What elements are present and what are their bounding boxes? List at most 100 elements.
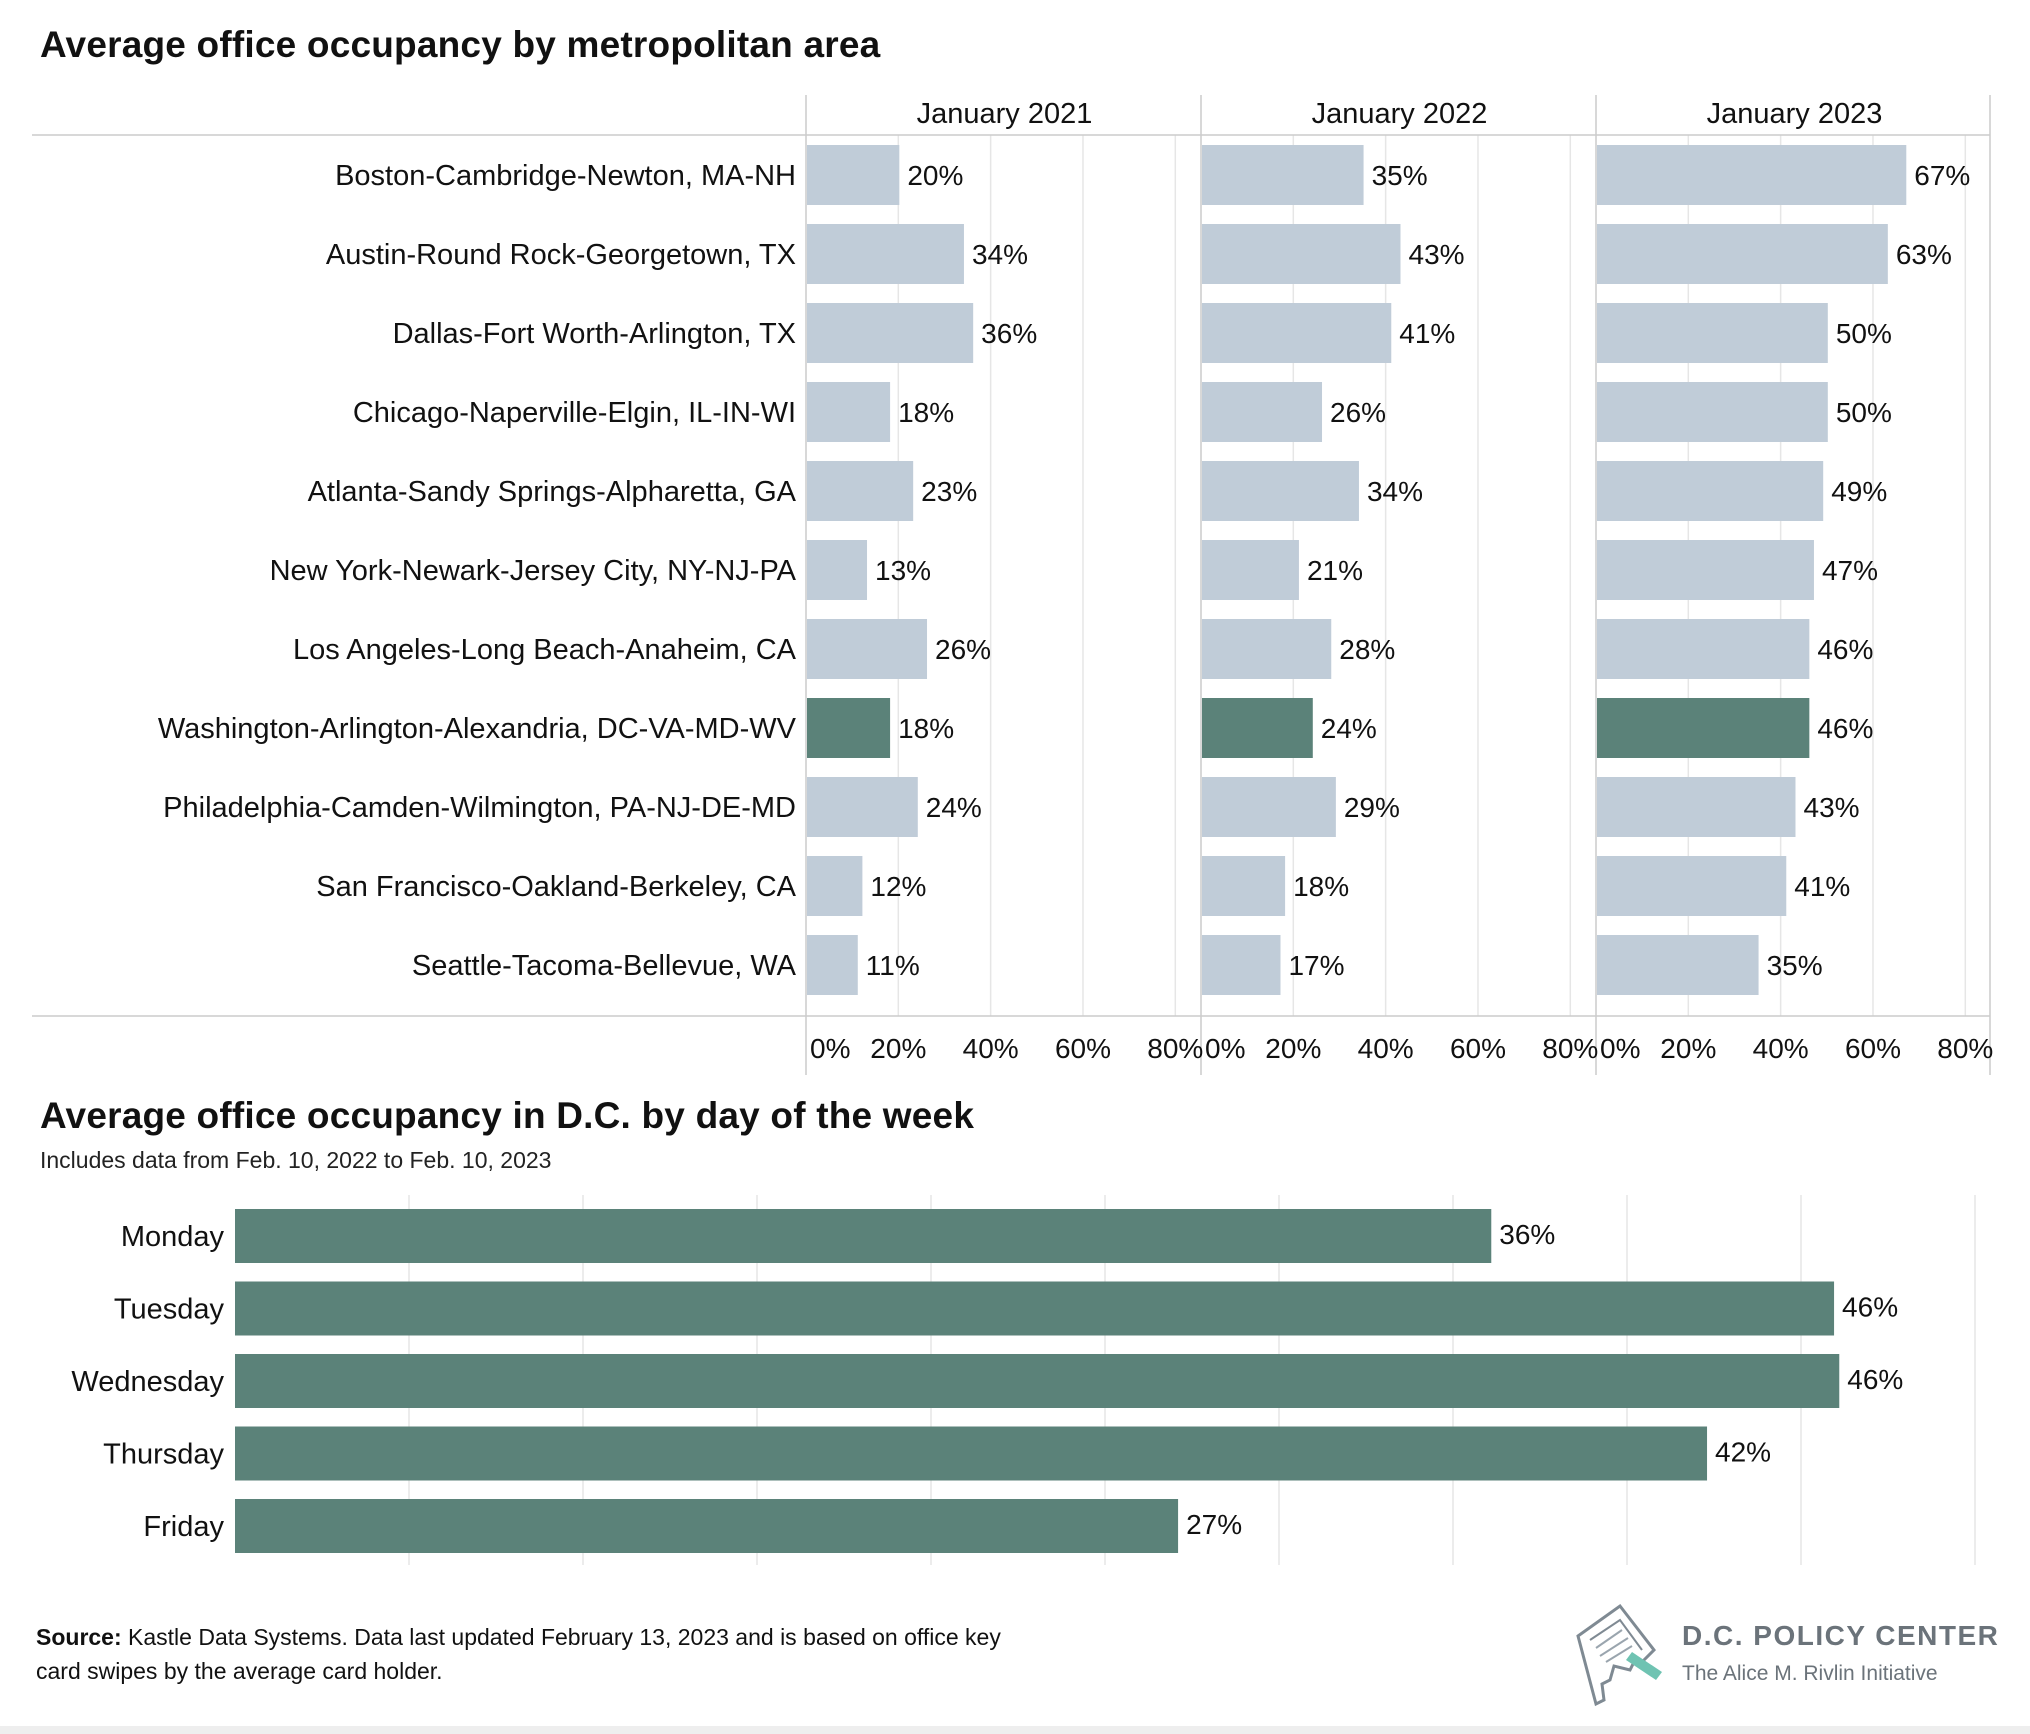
bar [807,777,918,837]
data-label: 46% [1817,634,1873,665]
data-label: 46% [1817,713,1873,744]
data-label: 28% [1339,634,1395,665]
chart-subtitle-weekday: Includes data from Feb. 10, 2022 to Feb.… [40,1147,552,1173]
tick-label: 0% [1600,1033,1640,1064]
bar [807,540,868,600]
data-label: 23% [921,476,977,507]
panel-header: January 2023 [1707,98,1883,130]
bar [1597,145,1907,205]
data-label: 34% [972,239,1028,270]
bar [1597,619,1810,679]
dc-map-pen-icon [1576,1603,1662,1707]
data-label: 18% [898,713,954,744]
data-label: 26% [1330,397,1386,428]
brand-logo: D.C. POLICY CENTER The Alice M. Rivlin I… [1570,1600,2010,1710]
chart-title-metro: Average office occupancy by metropolitan… [40,24,881,65]
bar [1202,224,1401,284]
source-label: Source: [36,1624,122,1650]
chart-title-weekday: Average office occupancy in D.C. by day … [40,1095,975,1136]
tick-label: 20% [870,1033,926,1064]
data-label: 43% [1409,239,1465,270]
bar [807,461,914,521]
data-label: 67% [1914,160,1970,191]
bar [235,1499,1179,1553]
bar [235,1426,1708,1481]
category-label: Tuesday [114,1294,225,1326]
data-label: 35% [1767,950,1823,981]
data-label: 18% [898,397,954,428]
data-label: 12% [870,871,926,902]
data-label: 63% [1896,239,1952,270]
bar [807,145,900,205]
tick-label: 80% [1937,1033,1993,1064]
bar [1202,461,1359,521]
category-label: Dallas-Fort Worth-Arlington, TX [393,318,796,350]
bar-highlight [1597,698,1810,758]
tick-label: 0% [1205,1033,1245,1064]
bar [1202,382,1323,442]
bar [1597,224,1888,284]
data-label: 20% [907,160,963,191]
bar [1597,540,1814,600]
bar [235,1354,1840,1408]
tick-label: 60% [1845,1033,1901,1064]
tick-label: 80% [1147,1033,1203,1064]
category-label: Atlanta-Sandy Springs-Alpharetta, GA [308,476,797,508]
bar [807,619,928,679]
category-label: Austin-Round Rock-Georgetown, TX [326,239,796,271]
data-label: 11% [866,950,920,981]
category-label: New York-Newark-Jersey City, NY-NJ-PA [270,555,797,587]
data-label: 50% [1836,397,1892,428]
bar [807,224,964,284]
bar [1202,856,1286,916]
category-label: Los Angeles-Long Beach-Anaheim, CA [293,634,797,666]
bar [1202,540,1299,600]
data-label: 13% [875,555,931,586]
category-label: Washington-Arlington-Alexandria, DC-VA-M… [158,713,797,745]
bar [1597,777,1796,837]
brand-name: D.C. POLICY CENTER [1682,1620,2000,1651]
bar [1202,777,1336,837]
tick-label: 40% [1753,1033,1809,1064]
weekday-occupancy-chart: Monday 36% Tuesday 46% Wednesday 46% Thursday 4… [71,1195,1976,1565]
source-text: Kastle Data Systems. Data last updated F… [36,1624,1001,1684]
panel-header: January 2022 [1312,98,1488,130]
bar [1597,856,1787,916]
data-label: 49% [1831,476,1887,507]
bar [807,303,974,363]
bar [1597,461,1824,521]
data-label: 36% [981,318,1037,349]
data-label: 47% [1822,555,1878,586]
tick-label: 20% [1660,1033,1716,1064]
data-label: 42% [1715,1437,1771,1468]
source-note: Source: Kastle Data Systems. Data last u… [36,1620,1006,1688]
data-label: 27% [1186,1509,1242,1540]
data-label: 26% [935,634,991,665]
data-label: 24% [926,792,982,823]
bar [1202,145,1364,205]
category-label: Friday [143,1511,224,1543]
bar [235,1209,1492,1263]
data-label: 46% [1842,1292,1898,1323]
tick-label: 20% [1265,1033,1321,1064]
panel-header: January 2021 [917,98,1093,130]
bar [1597,382,1828,442]
data-label: 29% [1344,792,1400,823]
category-label: Chicago-Naperville-Elgin, IL-IN-WI [353,397,796,429]
category-label: Monday [121,1221,225,1253]
bar [235,1281,1835,1336]
bar [1202,619,1332,679]
bar [807,935,858,995]
category-label: Wednesday [71,1366,224,1398]
data-label: 17% [1288,950,1344,981]
bar [1202,303,1392,363]
data-label: 41% [1794,871,1850,902]
bottom-border-strip [0,1726,2030,1734]
data-label: 41% [1399,318,1455,349]
bar-highlight [1202,698,1313,758]
tick-label: 40% [963,1033,1019,1064]
data-label: 21% [1307,555,1363,586]
category-label: Seattle-Tacoma-Bellevue, WA [412,950,797,982]
bar [1202,935,1281,995]
metro-occupancy-chart: January 2021 January 2022 January 2023 Bost… [32,95,1993,1075]
